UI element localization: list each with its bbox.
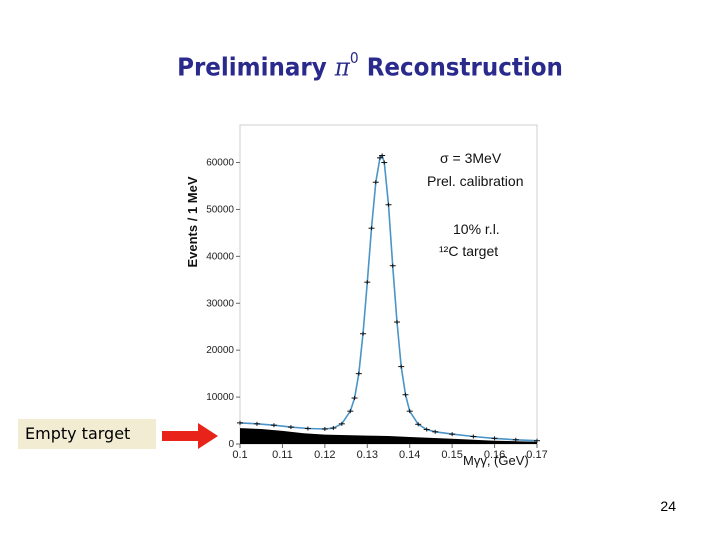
x-tick-label: 0.13 <box>357 449 378 461</box>
x-tick-label: 0.14 <box>399 449 420 461</box>
annotation-calibration: Prel. calibration <box>427 173 524 189</box>
y-tick-label: 20000 <box>206 345 234 356</box>
y-tick-label: 30000 <box>206 298 234 309</box>
title-suffix: Reconstruction <box>366 52 563 82</box>
slide-title: Preliminary π0 Reconstruction <box>30 49 711 82</box>
fit-curve-line <box>239 153 538 442</box>
fit-curve-group <box>239 153 538 442</box>
x-tick-label: 0.11 <box>272 449 293 461</box>
x-axis-label: Mγγ, (GeV) <box>463 453 529 468</box>
y-axis-label: Events / 1 MeV <box>185 176 200 267</box>
y-tick-label: 50000 <box>206 204 234 215</box>
title-prefix: Preliminary <box>177 52 327 82</box>
page-number: 24 <box>660 498 676 514</box>
x-tick-label: 0.12 <box>314 449 335 461</box>
empty-target-fill-group <box>240 428 537 444</box>
y-tick-label: 10000 <box>206 392 234 403</box>
empty-target-callout: Empty target <box>18 419 156 449</box>
x-tick-label: 0.17 <box>526 449 547 461</box>
x-tick-label: 0.1 <box>232 449 247 461</box>
y-tick-label-group: 0 10000 20000 30000 40000 50000 60000 <box>206 158 240 450</box>
error-bar-group <box>237 153 540 443</box>
annotation-target: ¹²C target <box>439 243 498 259</box>
x-tick-label: 0.16 <box>484 449 505 461</box>
pi-symbol: π <box>334 52 350 82</box>
y-tick-label: 0 <box>228 439 234 450</box>
annotation-sigma: σ = 3MeV <box>440 150 502 166</box>
x-tick-label: 0.15 <box>441 449 462 461</box>
x-tick-label-group: 0.1 0.11 0.12 0.13 0.14 0.15 0.16 0.17 <box>232 444 548 461</box>
annotation-radiation-length: 10% r.l. <box>453 221 500 237</box>
y-tick-label: 40000 <box>206 251 234 262</box>
pi-superscript: 0 <box>349 49 359 67</box>
right-arrow-icon <box>162 423 218 449</box>
y-tick-label: 60000 <box>206 158 234 169</box>
empty-target-area <box>240 428 537 444</box>
